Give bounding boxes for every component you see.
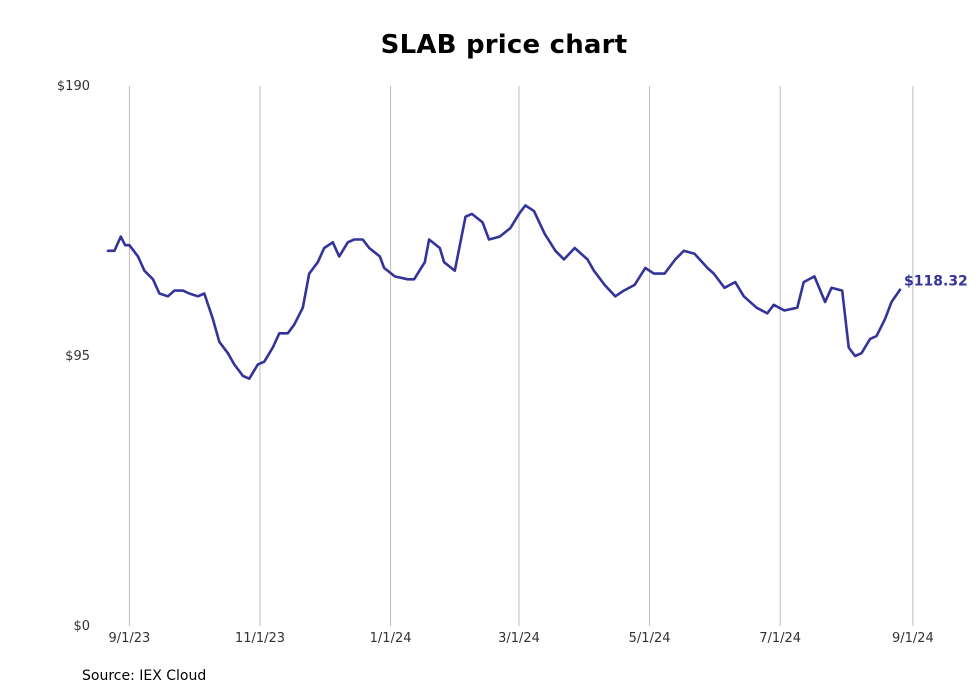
x-tick-label: 9/1/23 xyxy=(108,631,150,646)
source-note: Source: IEX Cloud xyxy=(82,668,207,684)
x-tick-label: 9/1/24 xyxy=(892,631,934,646)
y-tick-label: $190 xyxy=(57,79,90,94)
grid-lines xyxy=(128,86,914,626)
x-tick-label: 3/1/24 xyxy=(498,631,540,646)
x-tick-label: 7/1/24 xyxy=(759,631,801,646)
axis-labels: 9/1/23 11/1/23 1/1/24 3/1/24 5/1/24 7/1/24 9/1… xyxy=(57,79,934,646)
chart-title: SLAB price chart xyxy=(380,30,628,60)
last-value-label: $118.32 xyxy=(904,274,968,290)
x-tick-label: 5/1/24 xyxy=(629,631,671,646)
y-tick-label: $95 xyxy=(65,349,90,364)
x-tick-label: 1/1/24 xyxy=(370,631,412,646)
x-tick-label: 11/1/23 xyxy=(235,631,285,646)
y-tick-label: $0 xyxy=(73,619,90,634)
series-layer: $118.32 xyxy=(106,204,968,381)
price-line xyxy=(106,204,902,381)
price-chart: 9/1/23 11/1/23 1/1/24 3/1/24 5/1/24 7/1/24 9/1… xyxy=(57,79,968,646)
